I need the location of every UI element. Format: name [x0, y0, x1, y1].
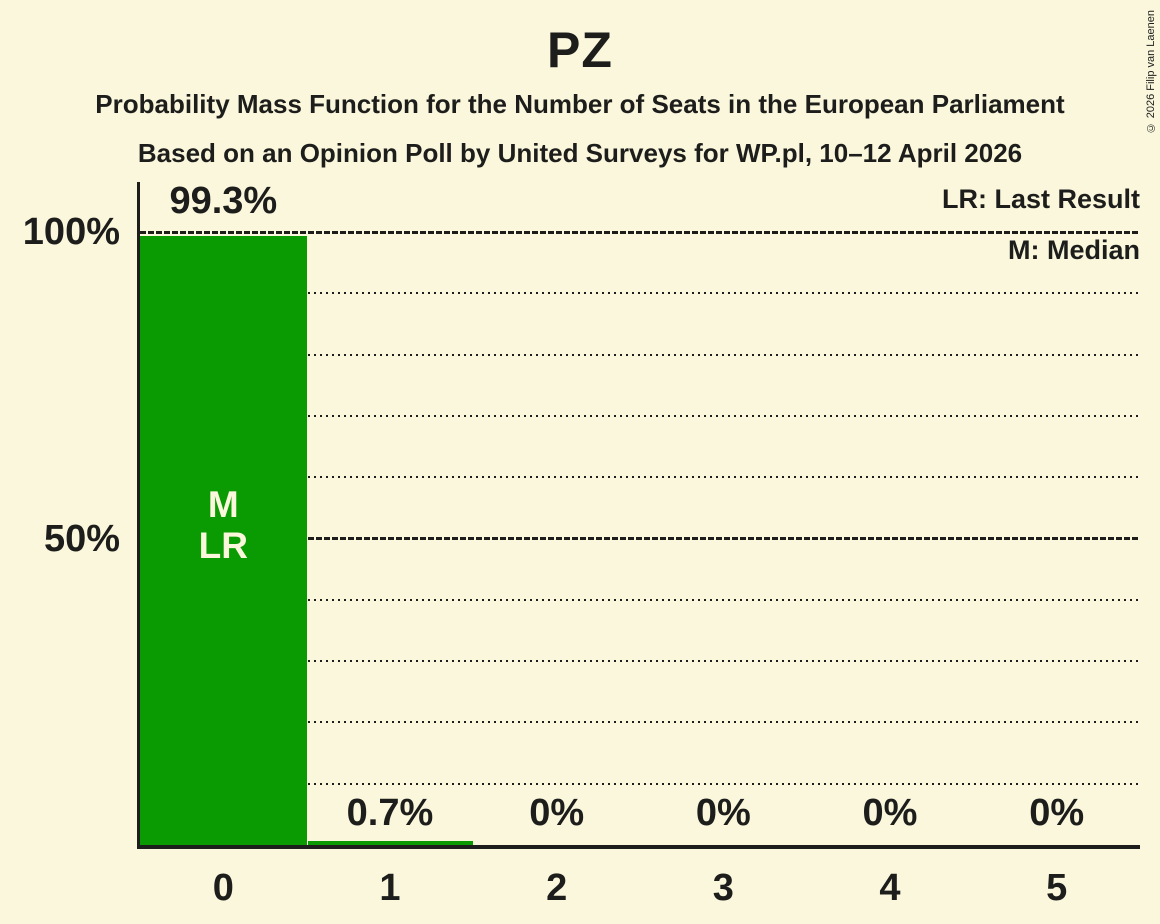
x-tick-5: 5 [1046, 867, 1068, 909]
legend-median: M: Median [1008, 235, 1140, 265]
gridline-80pct [140, 353, 1140, 356]
gridline-70pct [140, 414, 1140, 417]
gridline-60pct [140, 476, 1140, 479]
x-tick-2: 2 [546, 867, 568, 909]
major-line-50pct [140, 537, 1140, 540]
gridline-40pct [140, 598, 1140, 601]
x-tick-4: 4 [879, 867, 901, 909]
gridline-20pct [140, 721, 1140, 724]
bar-seat-0 [140, 236, 307, 845]
value-label-seat-0: 99.3% [169, 180, 278, 222]
y-tick-50: 50% [43, 517, 120, 560]
y-tick-100: 100% [22, 211, 120, 253]
value-label-seat-1: 0.7% [346, 792, 434, 834]
major-line-100pct [140, 230, 1140, 234]
legend-last-result: LR: Last Result [941, 184, 1140, 214]
value-label-seat-4: 0% [862, 792, 918, 834]
bar-annotation-median-lastresult: M LR [198, 484, 248, 566]
x-axis-line [140, 845, 1140, 849]
page-title: PZ [547, 22, 613, 78]
bar-seat-1 [307, 841, 474, 845]
value-label-seat-2: 0% [529, 792, 585, 834]
gridline-30pct [140, 660, 1140, 663]
y-axis-line [137, 182, 140, 849]
chart-subtitle: Probability Mass Function for the Number… [95, 89, 1065, 119]
value-label-seat-3: 0% [695, 792, 751, 834]
x-tick-1: 1 [379, 867, 401, 909]
poll-details: Based on an Opinion Poll by United Surve… [137, 138, 1023, 168]
x-tick-0: 0 [212, 867, 234, 909]
copyright-notice: © 2026 Filip van Laenen [1145, 10, 1157, 134]
gridline-90pct [140, 292, 1140, 295]
x-tick-3: 3 [712, 867, 734, 909]
value-label-seat-5: 0% [1029, 792, 1085, 834]
gridline-10pct [140, 782, 1140, 785]
